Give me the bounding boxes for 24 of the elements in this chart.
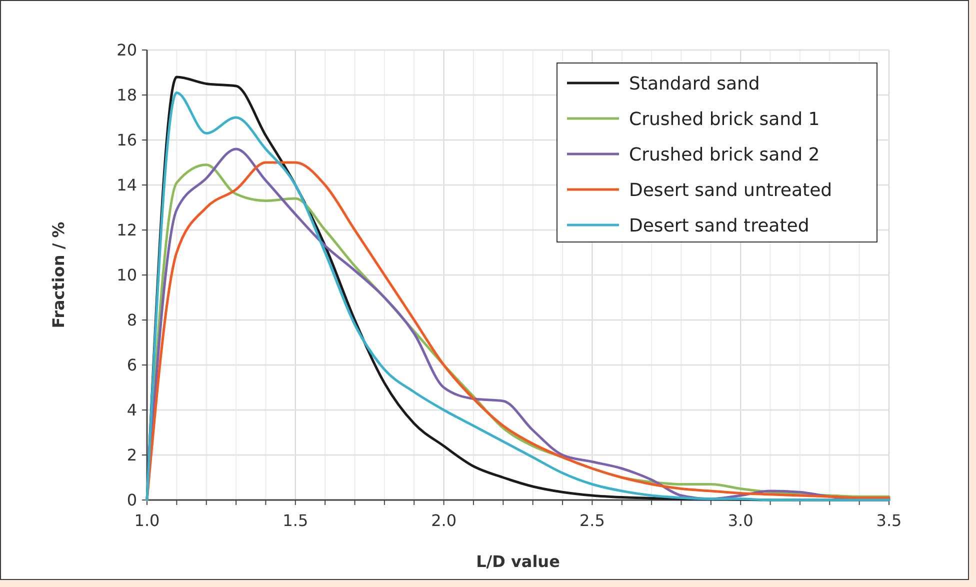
y-tick-label: 4 [126,400,137,420]
y-tick-label: 0 [126,490,137,510]
y-tick-label: 10 [116,266,137,285]
legend-label: Standard sand [629,73,760,94]
x-tick-label: 1.0 [134,511,160,530]
x-tick-label: 3.0 [728,511,754,530]
y-tick-label: 18 [116,86,137,105]
y-tick-label: 14 [116,176,137,195]
x-tick-label: 2.5 [579,511,605,530]
legend-label: Crushed brick sand 2 [629,144,820,166]
y-tick-label: 2 [126,446,137,465]
y-tick-label: 6 [126,356,137,375]
legend-label: Desert sand treated [629,215,810,236]
legend-label: Crushed brick sand 1 [629,108,820,130]
x-tick-label: 1.5 [282,511,308,530]
y-tick-label: 20 [116,40,137,60]
y-axis-title: Fraction / % [49,222,68,328]
x-tick-label: 2.0 [431,511,457,530]
x-tick-label: 3.5 [876,511,902,530]
x-axis-title: L/D value [476,552,560,571]
y-tick-label: 8 [126,310,137,330]
y-tick-label: 16 [116,130,137,150]
y-tick-label: 12 [116,220,137,240]
legend-label: Desert sand untreated [629,180,832,201]
